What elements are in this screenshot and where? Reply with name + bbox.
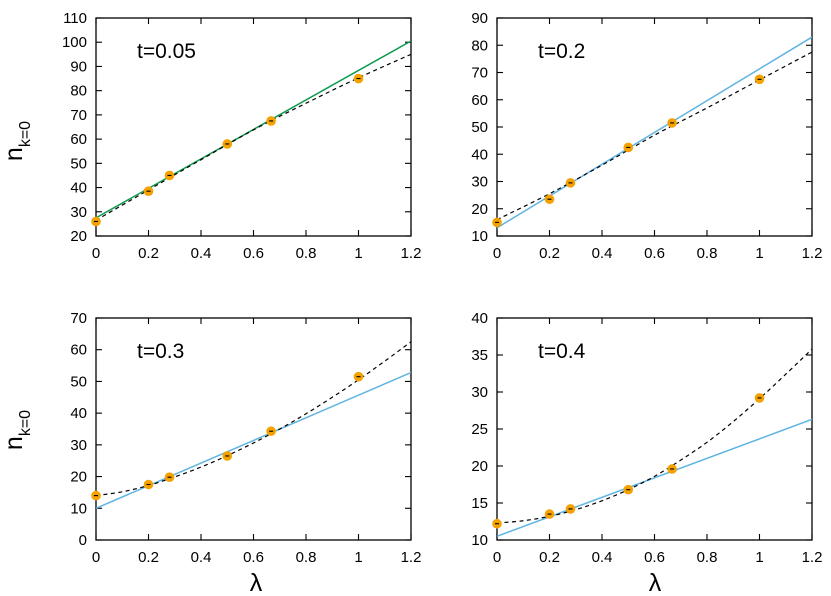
y-tick-label: 50 bbox=[471, 119, 488, 136]
panel-annotation: t=0.4 bbox=[538, 340, 586, 363]
x-tick-label: 0.2 bbox=[138, 549, 159, 566]
y-tick-label: 100 bbox=[62, 34, 87, 51]
y-tick-label: 80 bbox=[70, 83, 87, 100]
y-tick-label: 30 bbox=[70, 437, 87, 454]
y-tick-label: 35 bbox=[471, 347, 488, 364]
linear-fit-line bbox=[497, 36, 812, 229]
x-tick-label: 0.6 bbox=[243, 549, 264, 566]
x-tick-label: 0.8 bbox=[697, 549, 718, 566]
y-tick-label: 50 bbox=[70, 373, 87, 390]
y-tick-label: 10 bbox=[70, 500, 87, 517]
y-tick-label: 80 bbox=[471, 37, 488, 54]
y-tick-label: 30 bbox=[70, 204, 87, 221]
x-tick-label: 1 bbox=[755, 549, 763, 566]
y-tick-label: 10 bbox=[471, 228, 488, 245]
panel-annotation: t=0.3 bbox=[137, 340, 184, 363]
y-tick-label: 60 bbox=[70, 131, 87, 148]
dashed-trend-line bbox=[497, 51, 812, 221]
panel-annotation: t=0.05 bbox=[137, 40, 196, 63]
linear-fit-line bbox=[96, 371, 411, 509]
x-tick-label: 0.6 bbox=[644, 245, 665, 262]
x-tick-label: 0 bbox=[493, 245, 501, 262]
x-tick-label: 1.2 bbox=[802, 549, 823, 566]
x-tick-label: 1.2 bbox=[401, 549, 422, 566]
y-tick-label: 90 bbox=[471, 10, 488, 27]
y-tick-label: 20 bbox=[471, 458, 488, 475]
y-tick-label: 25 bbox=[471, 421, 488, 438]
ylabel-top: nk=0 bbox=[0, 121, 34, 161]
chart-panel-4: 0 0.2 0.4 0.6 0.8 1 1.2 10 15 20 25 30 35 40 t=0.4 bbox=[471, 310, 822, 566]
x-tick-label: 0.2 bbox=[539, 245, 560, 262]
y-tick-label: 60 bbox=[70, 342, 87, 359]
x-tick-label: 1 bbox=[755, 245, 763, 262]
dashed-trend-line bbox=[96, 53, 411, 221]
y-tick-label: 70 bbox=[471, 65, 488, 82]
x-tick-label: 1.2 bbox=[401, 245, 422, 262]
linear-fit-line bbox=[497, 418, 812, 538]
x-tick-label: 0.6 bbox=[243, 245, 264, 262]
x-tick-label: 0.4 bbox=[191, 245, 212, 262]
x-tick-label: 0.2 bbox=[138, 245, 159, 262]
x-tick-label: 0 bbox=[493, 549, 501, 566]
y-tick-label: 70 bbox=[70, 107, 87, 124]
y-tick-label: 40 bbox=[471, 146, 488, 163]
x-tick-label: 1 bbox=[354, 245, 362, 262]
y-tick-label: 40 bbox=[471, 310, 488, 327]
chart-panel-2: 0 0.2 0.4 0.6 0.8 1 1.2 10 20 30 40 50 60 70 80 90 t=0.2 bbox=[471, 10, 822, 262]
y-tick-label: 10 bbox=[471, 532, 488, 549]
y-tick-label: 110 bbox=[63, 10, 87, 27]
x-tick-label: 0.8 bbox=[296, 245, 317, 262]
y-tick-label: 60 bbox=[471, 92, 488, 109]
x-tick-label: 0.6 bbox=[644, 549, 665, 566]
x-tick-label: 0.4 bbox=[592, 245, 613, 262]
y-tick-label: 40 bbox=[70, 180, 87, 197]
panels-container: 0 0.2 0.4 0.6 0.8 1 1.22030405060708090100110t… bbox=[62, 10, 822, 566]
y-tick-label: 20 bbox=[471, 201, 488, 218]
x-tick-label: 0.8 bbox=[697, 245, 718, 262]
panel-annotation: t=0.2 bbox=[538, 40, 585, 63]
y-tick-label: 30 bbox=[471, 174, 488, 191]
y-tick-label: 40 bbox=[70, 405, 87, 422]
x-tick-label: 0.4 bbox=[191, 549, 212, 566]
x-tick-label: 0.2 bbox=[539, 549, 560, 566]
y-tick-label: 0 bbox=[79, 532, 87, 549]
x-tick-label: 0 bbox=[92, 549, 100, 566]
y-tick-label: 20 bbox=[70, 469, 87, 486]
y-tick-label: 30 bbox=[471, 384, 488, 401]
x-tick-label: 0.4 bbox=[592, 549, 613, 566]
x-tick-label: 1 bbox=[354, 549, 362, 566]
xlabel-right: λ bbox=[649, 569, 662, 596]
dashed-trend-line bbox=[96, 341, 411, 497]
y-tick-label: 15 bbox=[471, 495, 488, 512]
xlabel-left: λ bbox=[250, 569, 263, 596]
x-tick-label: 0.8 bbox=[296, 549, 317, 566]
x-tick-label: 0 bbox=[92, 245, 100, 262]
y-tick-label: 90 bbox=[70, 58, 87, 75]
chart-panel-1: 0 0.2 0.4 0.6 0.8 1 1.2 20 30 40 50 60 70 80 90 100 110 t… bbox=[62, 10, 421, 262]
ylabel-bottom: nk=0 bbox=[0, 410, 34, 450]
chart-panel-3: 0 0.2 0.4 0.6 0.8 1 1.2 0 10 20 30 40 50 60 70 t=0.3 bbox=[70, 310, 421, 566]
dashed-trend-line bbox=[497, 348, 812, 524]
y-tick-label: 50 bbox=[70, 155, 87, 172]
y-tick-label: 20 bbox=[70, 228, 87, 245]
x-tick-label: 1.2 bbox=[802, 245, 823, 262]
y-tick-label: 70 bbox=[70, 310, 87, 327]
